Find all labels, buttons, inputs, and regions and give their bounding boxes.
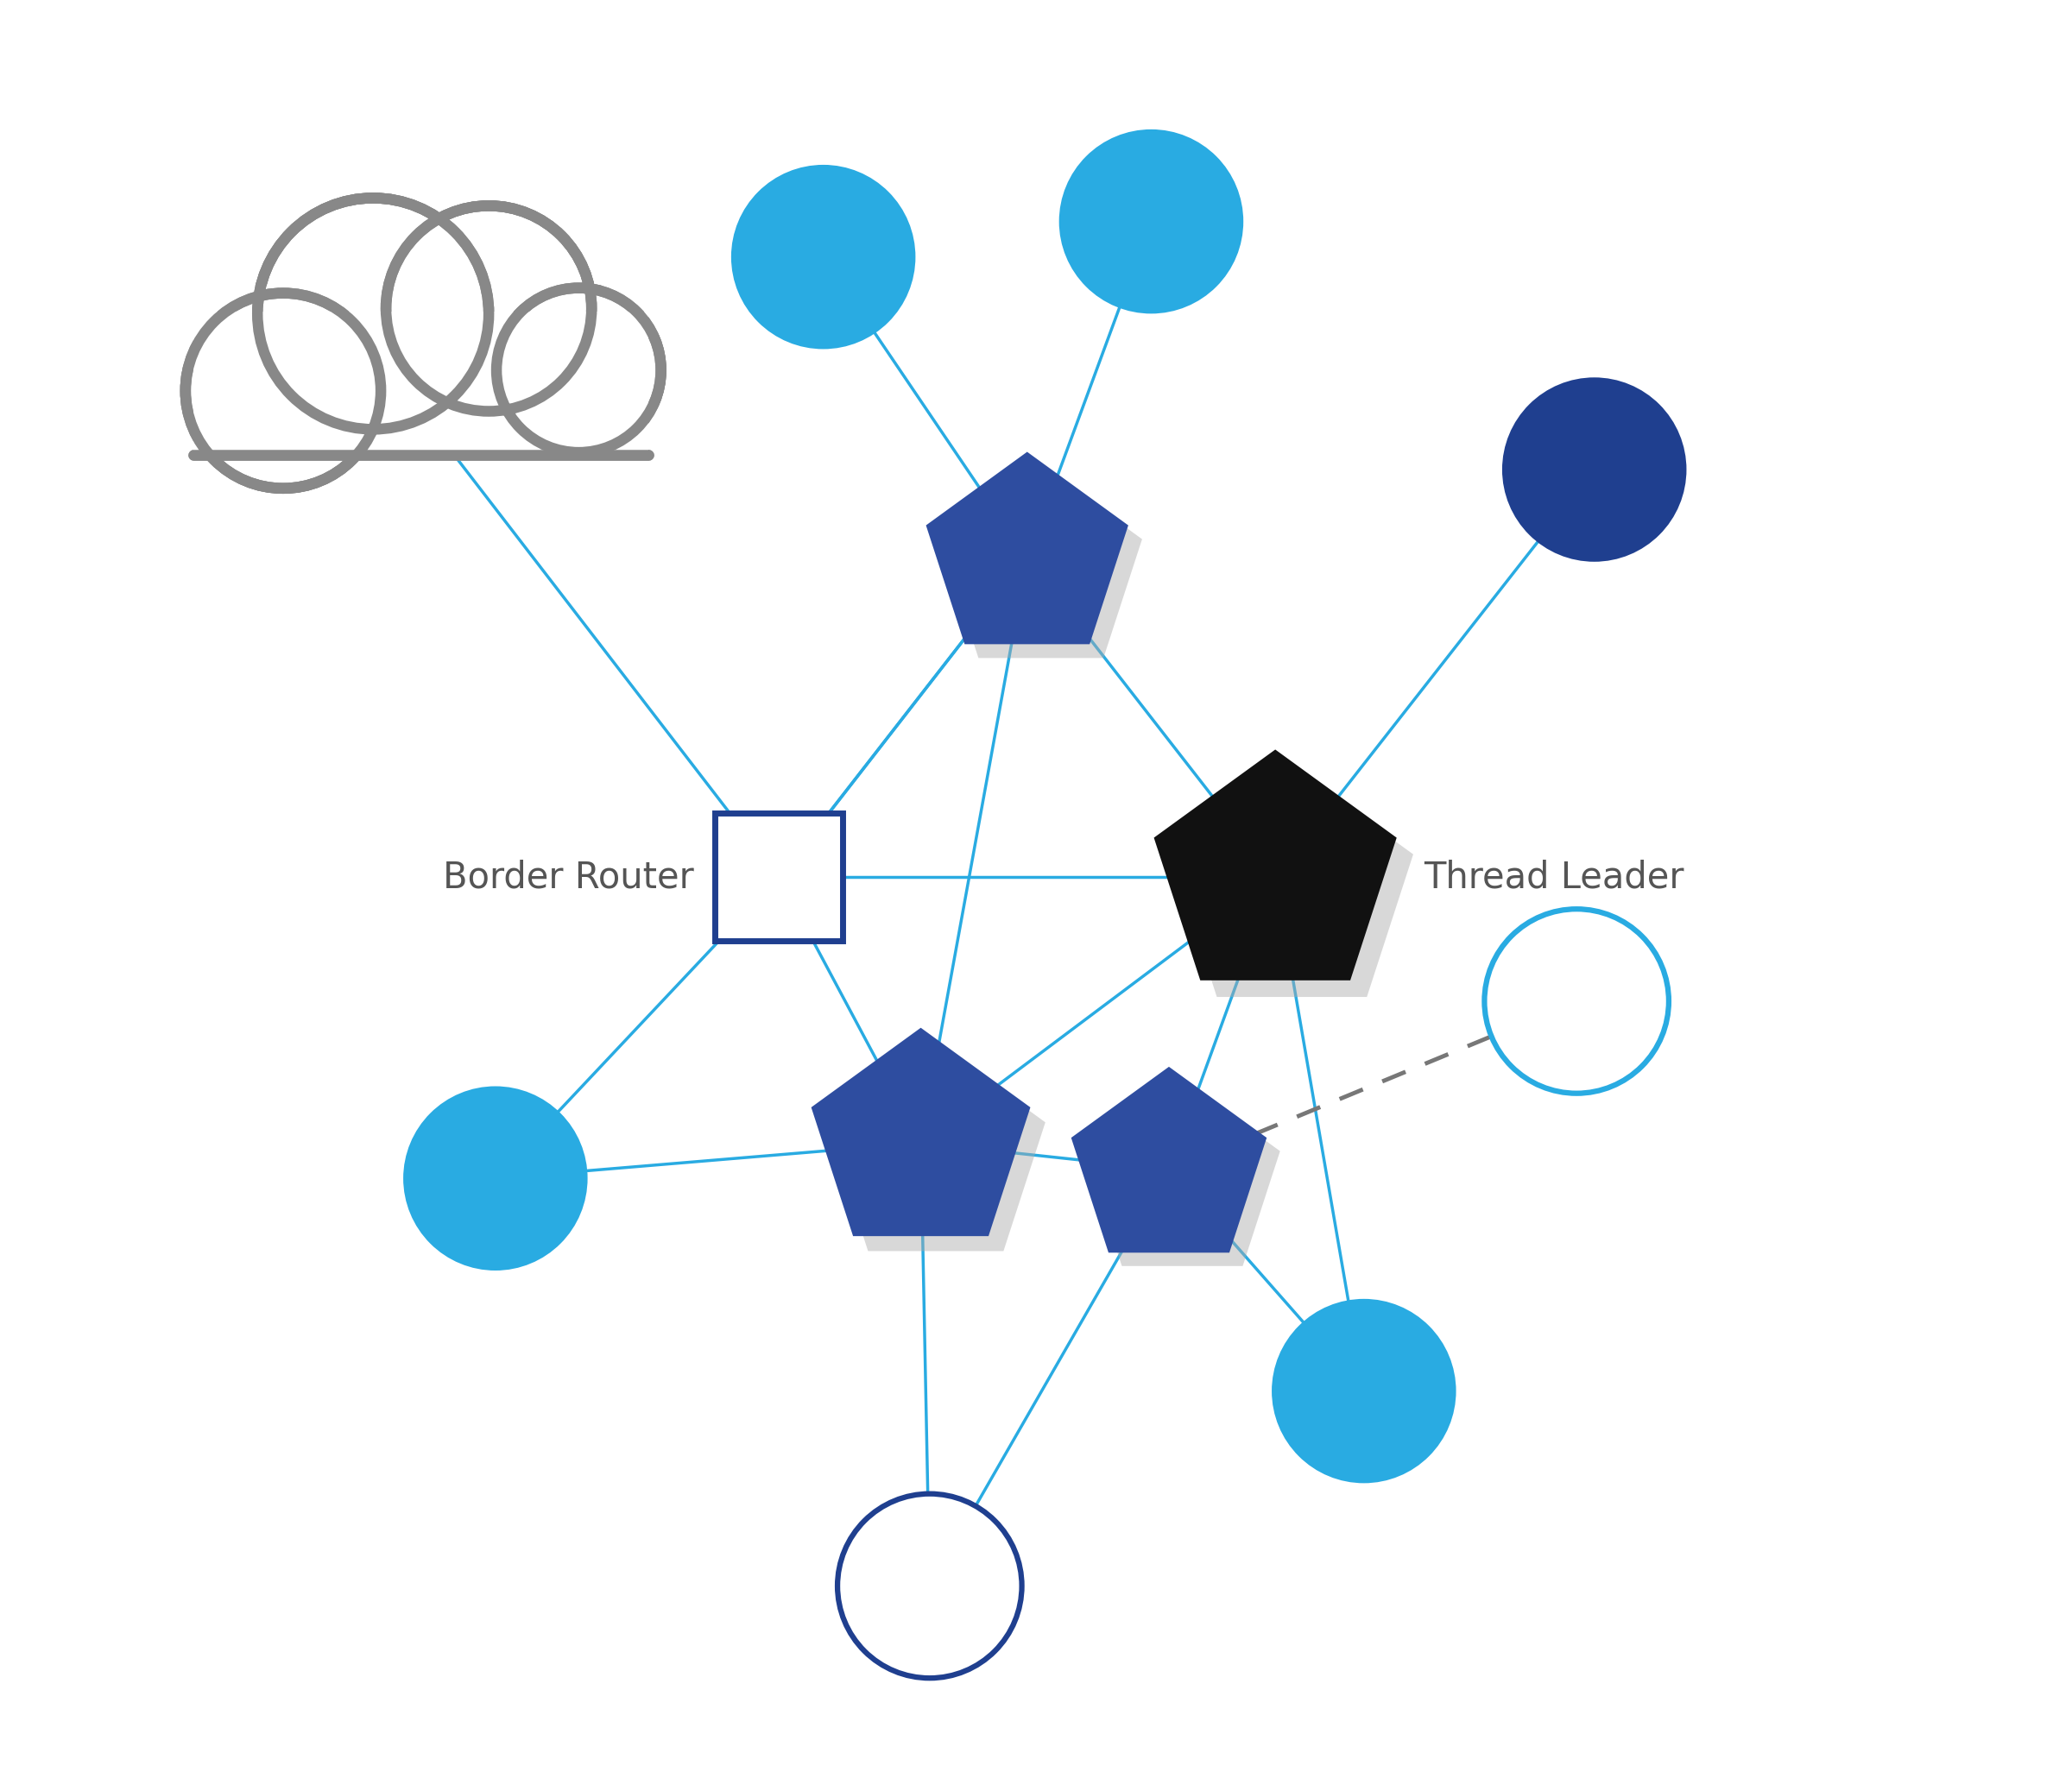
Polygon shape <box>941 466 1142 657</box>
Polygon shape <box>812 1028 1030 1237</box>
Bar <box>180 289 661 455</box>
Circle shape <box>837 1494 1021 1678</box>
Polygon shape <box>827 1042 1046 1251</box>
Text: Border Router: Border Router <box>443 859 694 895</box>
Circle shape <box>1502 377 1687 562</box>
Circle shape <box>731 165 916 349</box>
Circle shape <box>186 292 381 489</box>
Circle shape <box>385 206 593 411</box>
Polygon shape <box>1171 766 1413 998</box>
Circle shape <box>497 289 661 452</box>
Polygon shape <box>1084 1081 1280 1265</box>
Bar <box>182 285 659 450</box>
Polygon shape <box>1071 1067 1266 1253</box>
Circle shape <box>404 1086 588 1271</box>
Circle shape <box>193 299 375 482</box>
Circle shape <box>257 198 489 429</box>
Circle shape <box>263 204 483 424</box>
Circle shape <box>1272 1299 1457 1483</box>
Polygon shape <box>926 452 1129 645</box>
Bar <box>193 312 649 454</box>
Circle shape <box>1484 909 1668 1093</box>
Circle shape <box>1059 129 1243 314</box>
Circle shape <box>503 294 655 447</box>
Text: Thread Leader: Thread Leader <box>1423 859 1685 895</box>
FancyBboxPatch shape <box>715 813 843 941</box>
Polygon shape <box>1154 750 1397 980</box>
Circle shape <box>392 213 584 406</box>
